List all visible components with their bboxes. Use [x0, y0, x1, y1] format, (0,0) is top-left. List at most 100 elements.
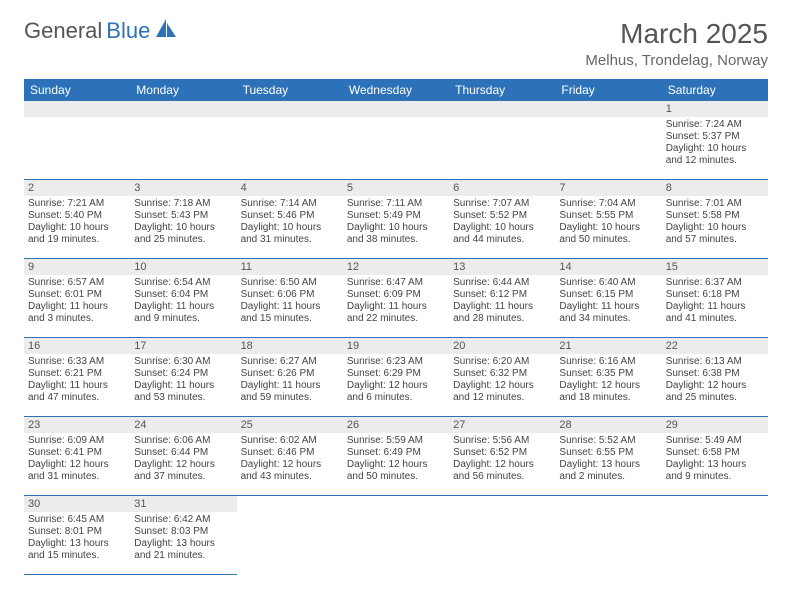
day-info-line: Sunset: 8:01 PM: [28, 526, 126, 538]
calendar-cell: 26Sunrise: 5:59 AMSunset: 6:49 PMDayligh…: [343, 417, 449, 496]
day-info-line: Sunrise: 7:07 AM: [453, 198, 551, 210]
day-number: 12: [343, 259, 449, 275]
day-info: Sunrise: 6:20 AMSunset: 6:32 PMDaylight:…: [449, 354, 555, 404]
day-number: 16: [24, 338, 130, 354]
day-number: 2: [24, 180, 130, 196]
empty-day-bar: [24, 101, 130, 117]
day-info-line: Sunset: 5:55 PM: [559, 210, 657, 222]
day-number: 19: [343, 338, 449, 354]
day-number: 18: [237, 338, 343, 354]
calendar-cell: 12Sunrise: 6:47 AMSunset: 6:09 PMDayligh…: [343, 259, 449, 338]
day-info-line: Sunrise: 7:18 AM: [134, 198, 232, 210]
day-info-line: Daylight: 13 hours: [559, 459, 657, 471]
day-info-line: Sunrise: 7:21 AM: [28, 198, 126, 210]
day-number: 15: [662, 259, 768, 275]
calendar-row: 1Sunrise: 7:24 AMSunset: 5:37 PMDaylight…: [24, 101, 768, 180]
calendar-cell: 13Sunrise: 6:44 AMSunset: 6:12 PMDayligh…: [449, 259, 555, 338]
day-info-line: Sunrise: 5:59 AM: [347, 435, 445, 447]
day-number: 1: [662, 101, 768, 117]
day-number: 3: [130, 180, 236, 196]
day-number: 25: [237, 417, 343, 433]
day-info-line: Daylight: 12 hours: [666, 380, 764, 392]
day-info-line: Daylight: 12 hours: [559, 380, 657, 392]
day-info-line: and 12 minutes.: [453, 392, 551, 404]
day-info-line: Sunset: 6:26 PM: [241, 368, 339, 380]
day-info: Sunrise: 7:24 AMSunset: 5:37 PMDaylight:…: [662, 117, 768, 167]
day-info-line: Sunset: 6:38 PM: [666, 368, 764, 380]
title-block: March 2025 Melhus, Trondelag, Norway: [585, 18, 768, 69]
calendar-cell: 14Sunrise: 6:40 AMSunset: 6:15 PMDayligh…: [555, 259, 661, 338]
day-number: 6: [449, 180, 555, 196]
day-info-line: and 9 minutes.: [134, 313, 232, 325]
day-info: Sunrise: 6:42 AMSunset: 8:03 PMDaylight:…: [130, 512, 236, 562]
day-info-line: Sunrise: 7:11 AM: [347, 198, 445, 210]
day-info-line: Sunset: 6:58 PM: [666, 447, 764, 459]
day-info-line: Daylight: 10 hours: [347, 222, 445, 234]
calendar-cell: [343, 496, 449, 575]
calendar-row: 9Sunrise: 6:57 AMSunset: 6:01 PMDaylight…: [24, 259, 768, 338]
calendar-cell: [449, 101, 555, 180]
day-info-line: Sunset: 5:37 PM: [666, 131, 764, 143]
day-info-line: Sunset: 6:04 PM: [134, 289, 232, 301]
day-info: Sunrise: 6:02 AMSunset: 6:46 PMDaylight:…: [237, 433, 343, 483]
calendar-cell: 17Sunrise: 6:30 AMSunset: 6:24 PMDayligh…: [130, 338, 236, 417]
day-info: Sunrise: 6:23 AMSunset: 6:29 PMDaylight:…: [343, 354, 449, 404]
day-info-line: and 47 minutes.: [28, 392, 126, 404]
calendar-cell: [555, 496, 661, 575]
day-info-line: Sunrise: 5:56 AM: [453, 435, 551, 447]
day-info-line: and 50 minutes.: [559, 234, 657, 246]
day-info-line: Daylight: 10 hours: [666, 222, 764, 234]
day-number: 28: [555, 417, 661, 433]
day-info-line: Sunrise: 7:01 AM: [666, 198, 764, 210]
day-info-line: Daylight: 11 hours: [666, 301, 764, 313]
calendar-cell: 6Sunrise: 7:07 AMSunset: 5:52 PMDaylight…: [449, 180, 555, 259]
day-info-line: Daylight: 12 hours: [453, 380, 551, 392]
day-info-line: Sunrise: 6:42 AM: [134, 514, 232, 526]
day-info-line: Sunset: 6:52 PM: [453, 447, 551, 459]
empty-day-bar: [237, 101, 343, 117]
day-number: 30: [24, 496, 130, 512]
calendar-table: Sunday Monday Tuesday Wednesday Thursday…: [24, 79, 768, 575]
day-info: Sunrise: 6:09 AMSunset: 6:41 PMDaylight:…: [24, 433, 130, 483]
day-info: Sunrise: 6:50 AMSunset: 6:06 PMDaylight:…: [237, 275, 343, 325]
day-info-line: and 15 minutes.: [241, 313, 339, 325]
day-info-line: Sunrise: 6:57 AM: [28, 277, 126, 289]
day-info-line: Sunrise: 6:02 AM: [241, 435, 339, 447]
calendar-cell: 7Sunrise: 7:04 AMSunset: 5:55 PMDaylight…: [555, 180, 661, 259]
day-info-line: Sunset: 5:52 PM: [453, 210, 551, 222]
day-info: Sunrise: 6:37 AMSunset: 6:18 PMDaylight:…: [662, 275, 768, 325]
calendar-cell: [343, 101, 449, 180]
day-info-line: Daylight: 10 hours: [559, 222, 657, 234]
day-info-line: Daylight: 12 hours: [453, 459, 551, 471]
calendar-cell: [555, 101, 661, 180]
day-number: 14: [555, 259, 661, 275]
day-info-line: Sunset: 6:18 PM: [666, 289, 764, 301]
day-info-line: Daylight: 11 hours: [241, 380, 339, 392]
day-info-line: and 50 minutes.: [347, 471, 445, 483]
day-info: Sunrise: 6:40 AMSunset: 6:15 PMDaylight:…: [555, 275, 661, 325]
day-info-line: Sunrise: 6:33 AM: [28, 356, 126, 368]
calendar-cell: [24, 101, 130, 180]
day-info-line: Sunrise: 6:30 AM: [134, 356, 232, 368]
day-info-line: Sunrise: 5:49 AM: [666, 435, 764, 447]
day-info-line: and 25 minutes.: [666, 392, 764, 404]
day-info: Sunrise: 7:14 AMSunset: 5:46 PMDaylight:…: [237, 196, 343, 246]
weekday-header: Wednesday: [343, 79, 449, 101]
calendar-cell: 1Sunrise: 7:24 AMSunset: 5:37 PMDaylight…: [662, 101, 768, 180]
day-number: 22: [662, 338, 768, 354]
day-info-line: Sunset: 6:12 PM: [453, 289, 551, 301]
day-info-line: and 2 minutes.: [559, 471, 657, 483]
logo-sail-icon: [156, 19, 178, 37]
day-info: Sunrise: 5:56 AMSunset: 6:52 PMDaylight:…: [449, 433, 555, 483]
calendar-cell: 4Sunrise: 7:14 AMSunset: 5:46 PMDaylight…: [237, 180, 343, 259]
day-info-line: Sunset: 6:09 PM: [347, 289, 445, 301]
weekday-header: Thursday: [449, 79, 555, 101]
day-info-line: Sunrise: 6:09 AM: [28, 435, 126, 447]
day-info-line: and 38 minutes.: [347, 234, 445, 246]
day-info-line: Sunrise: 6:20 AM: [453, 356, 551, 368]
day-info: Sunrise: 7:18 AMSunset: 5:43 PMDaylight:…: [130, 196, 236, 246]
day-info-line: Daylight: 13 hours: [28, 538, 126, 550]
day-info: Sunrise: 6:44 AMSunset: 6:12 PMDaylight:…: [449, 275, 555, 325]
day-info-line: Daylight: 12 hours: [28, 459, 126, 471]
day-number: 23: [24, 417, 130, 433]
